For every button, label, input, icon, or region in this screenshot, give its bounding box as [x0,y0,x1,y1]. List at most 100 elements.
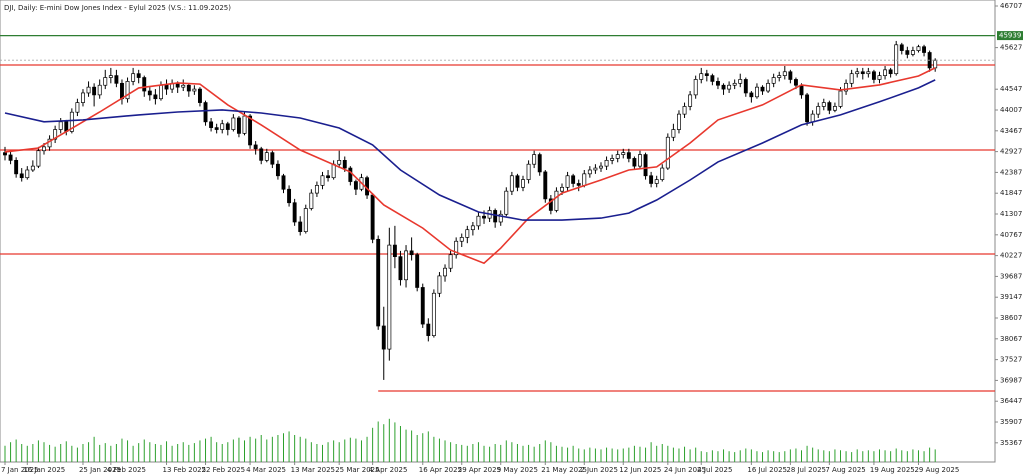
candle-body [136,73,141,78]
x-tick-label: 16 Jul 2025 [747,466,787,474]
candle-body [225,123,230,130]
x-tick-label: 16 Apr 2025 [419,466,462,474]
plot-frame [0,0,996,463]
candle-body [782,71,787,76]
y-tick-label: 37527 [1000,356,1022,364]
candle-body [392,244,397,258]
candle-body [19,173,24,179]
candle-body [220,123,225,130]
candle-body [543,171,548,200]
y-tick-label: 42927 [1000,148,1022,156]
y-tick-label: 42387 [1000,168,1022,176]
candle-body [871,71,876,80]
candle-body [465,229,470,238]
y-tick-label: 39147 [1000,293,1022,301]
candle-body [682,106,687,115]
x-tick-label: 19 Aug 2025 [870,466,915,474]
candle-body [716,81,720,86]
y-tick-label: 35907 [1000,418,1022,426]
candle-body [671,129,676,138]
candle-body [821,102,826,107]
candle-body [582,173,587,186]
x-tick-label: 9 May 2025 [497,466,538,474]
candle-body [147,90,152,96]
candle-body [387,244,392,350]
candle-body [108,75,113,78]
candle-body [287,188,292,204]
candle-body [899,44,904,51]
level-label-box [997,31,1023,41]
candle-body [599,165,603,169]
y-tick-label: 38607 [1000,314,1022,322]
candle-body [326,175,331,179]
candle-body [638,154,642,167]
candle-body [30,165,35,171]
candle-body [14,160,19,175]
candle-body [409,250,414,256]
candle-body [626,152,631,159]
y-tick-label: 39687 [1000,272,1022,280]
candle-body [649,175,654,184]
x-tick-label: 22 Feb 2025 [202,466,246,474]
candle-body [309,192,314,209]
candle-body [632,158,637,167]
candle-body [849,73,854,84]
candle-body [264,152,269,161]
candle-body [281,175,286,190]
candle-body [186,84,191,92]
candle-body [827,102,832,111]
candle-body [248,115,253,146]
candle-body [381,325,386,350]
candle-body [303,208,308,232]
candle-body [81,92,85,103]
candle-body [53,129,58,140]
moving-average [4,67,936,265]
candle-body [509,175,514,192]
candle-body [504,190,509,215]
candle-body [342,160,347,169]
candle-body [192,88,197,92]
candle-body [727,84,732,90]
candle-body [743,79,748,94]
candle-body [275,163,280,177]
x-tick-label: 13 Feb 2025 [163,466,207,474]
y-tick-label: 44547 [1000,85,1022,93]
candle-body [64,121,69,132]
candle-body [576,183,581,186]
candle-body [259,148,264,161]
candle-body [838,90,843,107]
candle-body [348,167,353,182]
candle-body [443,267,447,277]
candle-body [253,144,258,150]
candle-body [75,102,80,113]
y-tick-label: 46707 [1000,2,1022,10]
candle-body [604,160,609,167]
x-tick-label: 16 Jan 2025 [23,466,65,474]
x-tick-label: 29 Apr 2025 [458,466,501,474]
candle-body [571,175,576,184]
candle-body [476,215,481,227]
candle-body [688,94,693,107]
candle-body [236,117,241,134]
candle-body [131,73,136,82]
candle-body [320,175,325,186]
candle-body [793,79,798,86]
candle-body [415,254,420,288]
candle-body [660,167,665,180]
candle-body [437,275,442,294]
x-tick-label: 25 Mar 2025 [335,466,379,474]
candle-body [554,190,559,211]
candle-body [621,152,626,155]
candle-body [916,46,921,51]
candle-body [860,71,865,75]
candle-body [203,102,208,123]
candle-body [36,150,41,167]
candle-body [844,82,849,92]
candle-body [3,152,7,156]
candle-body [855,71,860,75]
candle-body [593,167,598,171]
moving-average [4,79,936,221]
x-tick-label: 2 Jun 2025 [580,466,618,474]
candle-body [888,69,893,75]
x-tick-label: 7 Jan 2025 [1,466,39,474]
